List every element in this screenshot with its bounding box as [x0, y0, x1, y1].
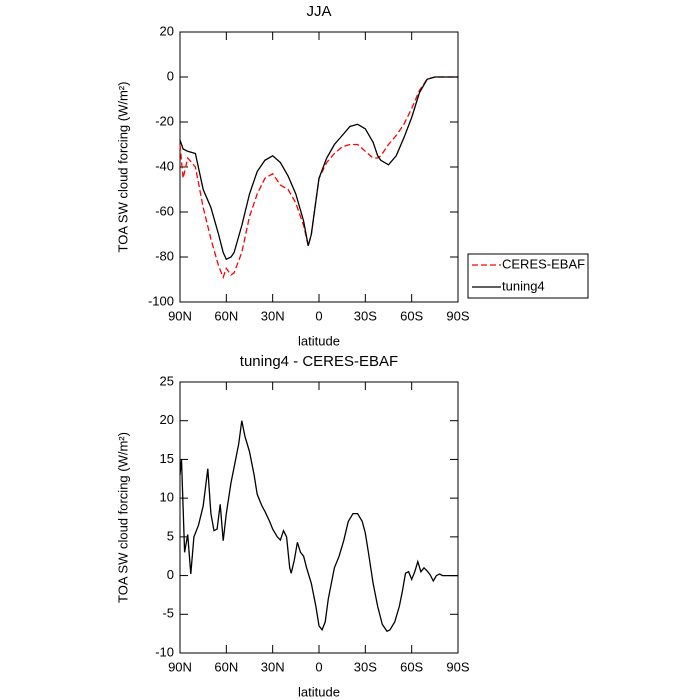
- x-tick-label: 0: [315, 308, 322, 323]
- x-tick-label: 90S: [446, 308, 469, 323]
- y-tick-label: -40: [155, 158, 174, 173]
- y-axis-label: TOA SW cloud forcing (W/m²): [115, 82, 130, 253]
- x-tick-label: 30N: [261, 308, 285, 323]
- y-tick-label: -10: [155, 644, 174, 659]
- y-tick-label: -5: [162, 606, 174, 621]
- x-axis-label: latitude: [298, 333, 340, 348]
- legend-label: CERES-EBAF: [502, 256, 585, 271]
- x-tick-label: 30S: [354, 308, 377, 323]
- legend-box: [467, 253, 589, 299]
- series-line: [179, 76, 458, 261]
- x-tick-label: 60N: [214, 308, 238, 323]
- y-tick-label: 10: [160, 490, 174, 505]
- y-tick-label: 25: [160, 373, 174, 388]
- chart-title: JJA: [306, 3, 331, 20]
- y-tick-label: -80: [155, 248, 174, 263]
- difference-line: [179, 420, 458, 633]
- y-tick-label: -60: [155, 203, 174, 218]
- x-tick-label: 0: [315, 659, 322, 674]
- plot-frame: [179, 31, 459, 303]
- legend-label: tuning4: [502, 278, 545, 293]
- x-axis-label: latitude: [298, 684, 340, 699]
- y-tick-label: -100: [148, 293, 174, 308]
- y-tick-label: 20: [160, 412, 174, 427]
- y-tick-label: 15: [160, 451, 174, 466]
- x-tick-label: 60S: [400, 308, 423, 323]
- x-tick-label: 60N: [214, 659, 238, 674]
- x-tick-label: 30N: [261, 659, 285, 674]
- y-tick-label: -20: [155, 113, 174, 128]
- x-tick-label: 90N: [168, 659, 192, 674]
- y-axis-label: TOA SW cloud forcing (W/m²): [115, 432, 130, 603]
- x-tick-label: 90N: [168, 308, 192, 323]
- x-tick-label: 90S: [446, 659, 469, 674]
- y-tick-label: 0: [167, 567, 174, 582]
- x-tick-label: 60S: [400, 659, 423, 674]
- x-tick-label: 30S: [354, 659, 377, 674]
- y-tick-label: 5: [167, 528, 174, 543]
- y-tick-label: 0: [167, 68, 174, 83]
- y-tick-label: 20: [160, 23, 174, 38]
- chart-title: tuning4 - CERES-EBAF: [240, 353, 398, 370]
